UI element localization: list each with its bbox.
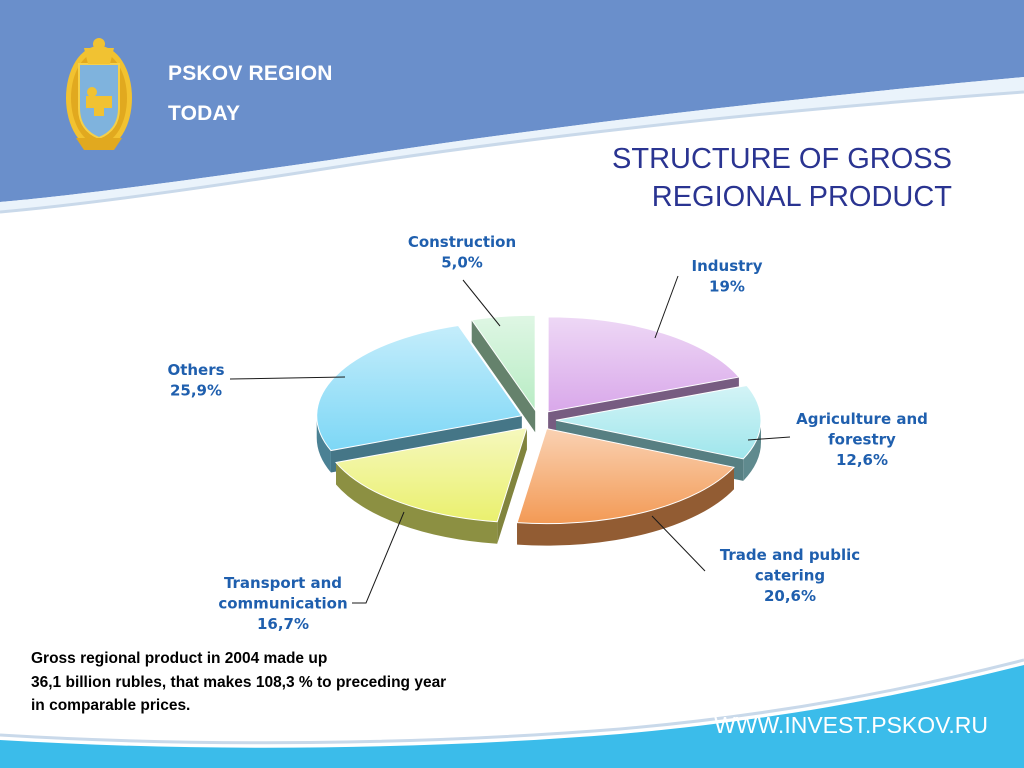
slice-label-industry: 19% [709,278,745,296]
slice-label-transport-and-communication: communication [218,595,347,613]
leader-line-transport-and-communication [352,511,405,604]
slice-label-agriculture-and-forestry: Agriculture and [796,410,928,428]
slice-label-others: Others [167,361,224,379]
leader-line-trade-and-public-catering [651,515,706,572]
slice-label-construction: 5,0% [441,254,483,272]
leader-line-construction [462,279,501,327]
leader-line-agriculture-and-forestry [747,436,791,441]
slice-label-transport-and-communication: 16,7% [257,615,309,633]
pie-slice-shine-construction [471,315,536,411]
gross-product-note-line1: Gross regional product in 2004 made up [31,650,328,667]
slice-label-trade-and-public-catering: 20,6% [764,587,816,605]
pskov-coat-of-arms-icon [66,38,132,150]
slide-title-line1: STRUCTURE OF GROSS [612,143,952,175]
slice-label-trade-and-public-catering: catering [755,567,825,585]
leader-line-industry [654,275,679,339]
slice-label-agriculture-and-forestry: 12,6% [836,451,888,469]
website-link[interactable]: WWW.INVEST.PSKOV.RU [714,712,988,738]
slice-label-industry: Industry [692,257,763,275]
slice-label-trade-and-public-catering: Trade and public [720,546,860,564]
leader-line-others [229,376,346,380]
pie-slice-shine-transport-and-communication [336,427,527,522]
slice-label-others: 25,9% [170,382,222,400]
slide-title-line2: REGIONAL PRODUCT [651,181,952,213]
gross-product-note-line3: in comparable prices. [31,697,191,714]
header-band [0,0,1024,202]
pie-slice-side-construction [471,319,536,433]
region-title-line2: TODAY [168,102,241,125]
pie-slice-shine-agriculture-and-forestry [555,385,761,459]
slice-label-construction: Construction [408,233,516,251]
pie-slice-shine-others [316,325,522,451]
slice-label-agriculture-and-forestry: forestry [828,431,896,449]
gross-product-note-line2: 36,1 billion rubles, that makes 108,3 % … [31,674,447,691]
header-wave-line [0,90,1024,214]
region-title-line1: PSKOV REGION [168,62,333,85]
pie-slice-shine-industry [548,316,739,412]
footer-wave-line [0,658,1024,745]
slice-label-transport-and-communication: Transport and [224,574,342,592]
footer-band [0,665,1024,768]
pie-slice-shine-trade-and-public-catering [517,428,734,524]
